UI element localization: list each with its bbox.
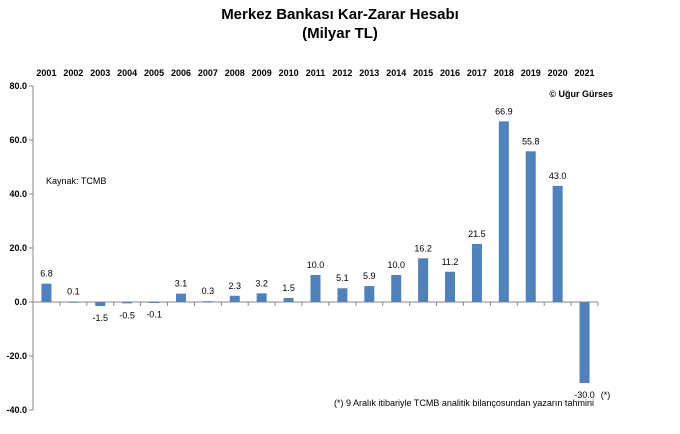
data-label: 0.3 [202, 286, 215, 296]
category-label: 2010 [279, 68, 299, 78]
chart-title: Merkez Bankası Kar-Zarar Hesabı [221, 6, 459, 23]
category-label: 2003 [90, 68, 110, 78]
bar [68, 301, 79, 303]
chart-subtitle: (Milyar TL) [302, 25, 378, 42]
category-label: 2009 [252, 68, 272, 78]
data-label-note: (*) [601, 390, 611, 400]
category-label: 2021 [575, 68, 595, 78]
y-tick-label: -40.0 [6, 405, 27, 415]
y-tick-label: -20.0 [6, 351, 27, 361]
bar [579, 302, 590, 383]
bar [471, 243, 482, 302]
y-tick-label: 20.0 [9, 243, 27, 253]
data-label: 21.5 [468, 229, 486, 239]
bar [95, 302, 106, 307]
data-label: -0.1 [146, 309, 162, 319]
category-label: 2016 [440, 68, 460, 78]
data-label: 10.0 [387, 260, 405, 270]
data-label: 55.8 [522, 136, 540, 146]
category-label: 2019 [521, 68, 541, 78]
data-label: -1.5 [93, 313, 109, 323]
data-label: 1.5 [282, 283, 295, 293]
bar [175, 293, 186, 302]
bar [122, 302, 133, 304]
data-label: 5.1 [336, 273, 349, 283]
category-label: 2008 [225, 68, 245, 78]
category-label: 2004 [117, 68, 137, 78]
bar [337, 288, 348, 302]
bar [202, 301, 213, 303]
bar [149, 302, 160, 303]
data-label: 6.8 [40, 269, 53, 279]
y-tick-label: 40.0 [9, 189, 27, 199]
bar [445, 271, 456, 302]
bar [552, 185, 563, 302]
category-label: 2006 [171, 68, 191, 78]
category-label: 2013 [359, 68, 379, 78]
y-tick-label: 80.0 [9, 81, 27, 91]
category-label: 2015 [413, 68, 433, 78]
data-label: 5.9 [363, 271, 376, 281]
data-label: 66.9 [495, 106, 513, 116]
category-label: 2002 [63, 68, 83, 78]
data-label: -0.5 [119, 310, 135, 320]
category-label: 2017 [467, 68, 487, 78]
bar [256, 293, 267, 302]
category-label: 2012 [332, 68, 352, 78]
bar [525, 151, 536, 302]
bar [41, 283, 52, 302]
category-label: 2007 [198, 68, 218, 78]
bar [391, 275, 402, 302]
bar [310, 275, 321, 302]
category-label: 2005 [144, 68, 164, 78]
bar [364, 286, 375, 302]
category-label: 2020 [548, 68, 568, 78]
data-label: 11.2 [442, 257, 459, 267]
data-label: 43.0 [549, 171, 567, 181]
category-label: 2018 [494, 68, 514, 78]
bar [229, 295, 240, 302]
bar [418, 258, 429, 302]
data-label: -30.0 [574, 390, 595, 400]
bar [283, 297, 294, 302]
footnote: (*) 9 Aralık itibariyle TCMB analitik bi… [334, 398, 594, 408]
category-label: 2001 [36, 68, 56, 78]
data-label: 3.2 [255, 278, 268, 288]
data-label: 16.2 [414, 243, 432, 253]
data-label: 0.1 [67, 287, 80, 297]
y-tick-label: 0.0 [14, 297, 27, 307]
data-label: 3.1 [175, 279, 188, 289]
y-tick-label: 60.0 [9, 135, 27, 145]
category-label: 2011 [306, 68, 326, 78]
source-note: Kaynak: TCMB [46, 176, 106, 186]
copyright-note: © Uğur Gürses [549, 89, 613, 99]
category-label: 2014 [386, 68, 406, 78]
data-label: 2.3 [229, 281, 242, 291]
bar [498, 121, 509, 303]
data-label: 10.0 [307, 260, 325, 270]
